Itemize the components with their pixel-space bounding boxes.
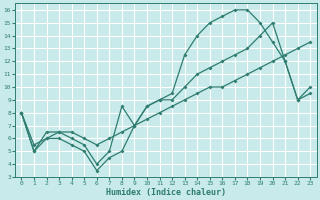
X-axis label: Humidex (Indice chaleur): Humidex (Indice chaleur) (106, 188, 226, 197)
